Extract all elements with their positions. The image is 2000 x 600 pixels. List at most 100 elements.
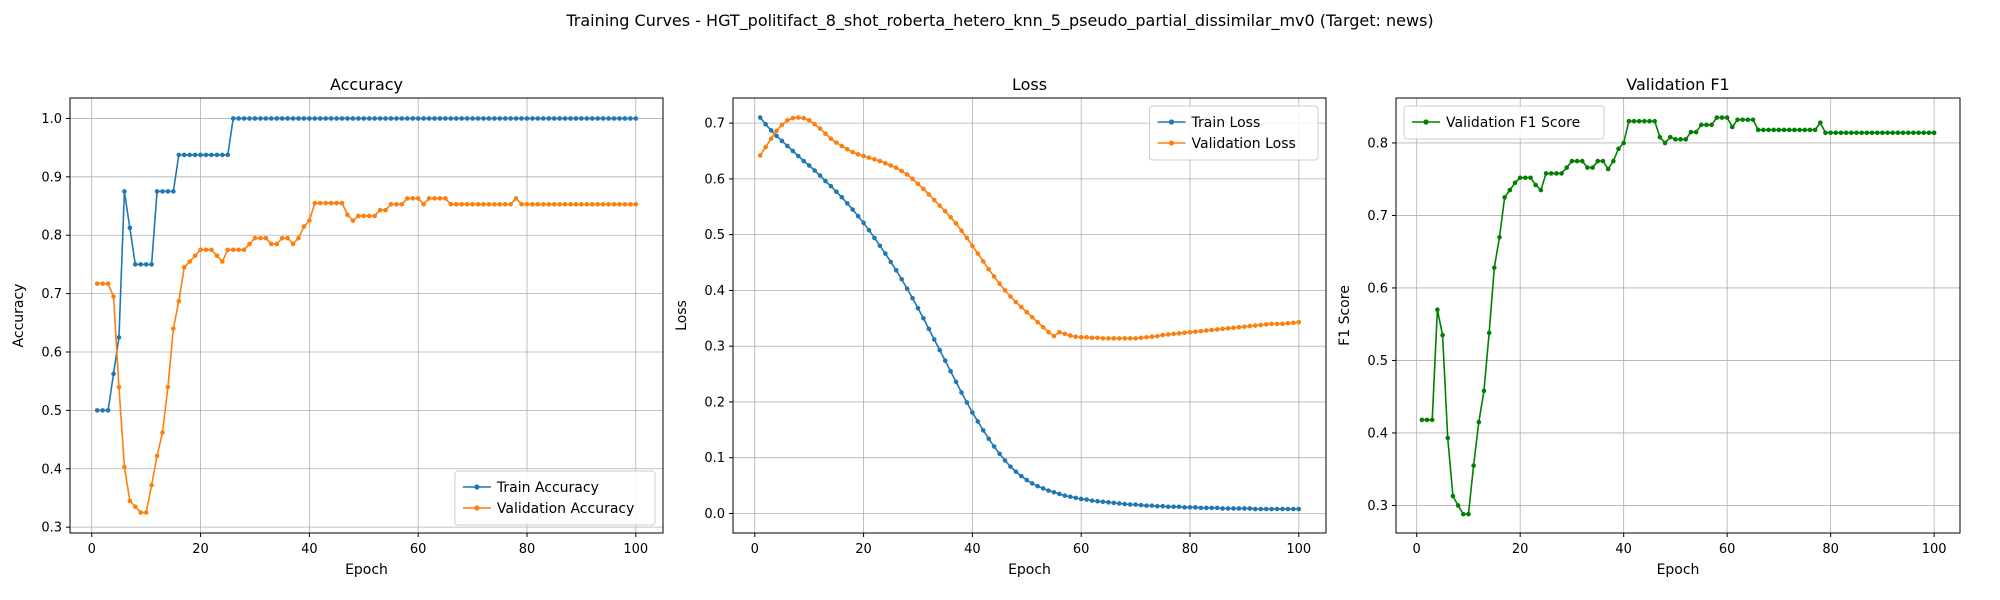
data-point (1182, 330, 1187, 336)
data-point (768, 128, 774, 133)
x-tick-label: 80 (1822, 542, 1839, 557)
data-point (519, 116, 524, 121)
data-point (850, 207, 855, 212)
data-point (617, 116, 622, 121)
data-point (181, 265, 187, 270)
data-point (1559, 171, 1564, 176)
data-point (464, 201, 470, 207)
y-axis-label: Loss (674, 300, 690, 331)
data-point (1574, 158, 1580, 164)
data-point (524, 116, 530, 121)
data-point (557, 201, 562, 207)
data-point (1258, 506, 1264, 512)
data-point (1100, 499, 1106, 505)
data-point (633, 201, 639, 207)
data-point (1642, 118, 1647, 124)
data-point (1429, 417, 1435, 423)
data-point (94, 408, 100, 413)
data-point (1517, 175, 1523, 181)
data-point (1802, 127, 1808, 133)
data-point (437, 116, 443, 121)
data-point (481, 116, 486, 121)
data-point (475, 201, 481, 207)
data-point (290, 116, 296, 121)
data-point (1106, 336, 1111, 341)
data-point (817, 173, 823, 178)
data-point (377, 116, 383, 121)
x-tick-label: 100 (623, 542, 648, 557)
data-point (757, 115, 763, 120)
data-point (1880, 130, 1885, 136)
data-point (312, 200, 318, 206)
data-point (584, 201, 590, 207)
data-point (1138, 335, 1144, 341)
data-point (209, 247, 214, 253)
data-point (1193, 329, 1198, 334)
y-tick-label: 0.3 (704, 340, 725, 355)
data-point (1817, 120, 1823, 125)
data-point (426, 196, 432, 201)
data-point (986, 436, 991, 442)
data-point (1926, 130, 1932, 136)
data-point (1024, 309, 1030, 315)
data-point (448, 201, 454, 207)
data-point (1440, 332, 1445, 338)
data-point (541, 201, 546, 207)
data-point (1543, 171, 1549, 176)
data-point (844, 147, 850, 152)
data-point (931, 197, 937, 203)
data-point (844, 201, 850, 206)
data-point (437, 196, 443, 201)
data-point (1476, 419, 1482, 425)
data-point (970, 410, 975, 415)
data-point (1291, 506, 1296, 512)
y-tick-label: 0.7 (1367, 209, 1388, 224)
data-point (1911, 130, 1916, 136)
data-point (806, 163, 812, 168)
data-point (165, 189, 171, 194)
data-point (535, 116, 541, 121)
data-point (198, 247, 203, 253)
data-point (1621, 140, 1626, 146)
legend-box (454, 470, 656, 526)
data-point (192, 253, 198, 258)
data-point (828, 136, 834, 142)
data-point (1122, 501, 1128, 507)
data-point (1225, 326, 1231, 331)
data-point (1220, 326, 1225, 332)
data-point (763, 144, 768, 150)
data-point (1242, 324, 1247, 329)
data-point (334, 200, 339, 206)
data-point (893, 268, 899, 273)
data-point (1155, 503, 1160, 509)
legend-swatch-marker (474, 505, 480, 511)
data-point (1792, 127, 1797, 133)
data-point (546, 201, 552, 207)
data-point (1497, 234, 1502, 240)
data-point (241, 247, 247, 253)
data-point (795, 115, 801, 120)
data-point (1419, 417, 1425, 423)
x-tick-label: 20 (192, 542, 209, 557)
legend-label: Train Accuracy (496, 480, 599, 496)
data-point (1771, 127, 1777, 133)
data-point (1127, 336, 1133, 341)
data-point (779, 138, 785, 144)
data-point (1029, 481, 1035, 486)
legend-swatch-marker (474, 484, 480, 490)
data-point (176, 152, 182, 158)
data-point (296, 235, 301, 241)
figure-title: Training Curves - HGT_politifact_8_shot_… (565, 11, 1433, 31)
legend: Train Loss Validation Loss (1149, 105, 1319, 161)
x-tick-label: 100 (1286, 542, 1311, 557)
data-point (1127, 502, 1133, 507)
chart-title: Validation F1 (1626, 75, 1729, 94)
data-point (160, 189, 165, 194)
data-point (785, 143, 790, 149)
data-point (171, 326, 176, 331)
data-point (937, 347, 943, 353)
data-point (611, 201, 617, 207)
data-point (617, 201, 622, 207)
data-point (181, 152, 187, 158)
data-point (1029, 314, 1035, 320)
